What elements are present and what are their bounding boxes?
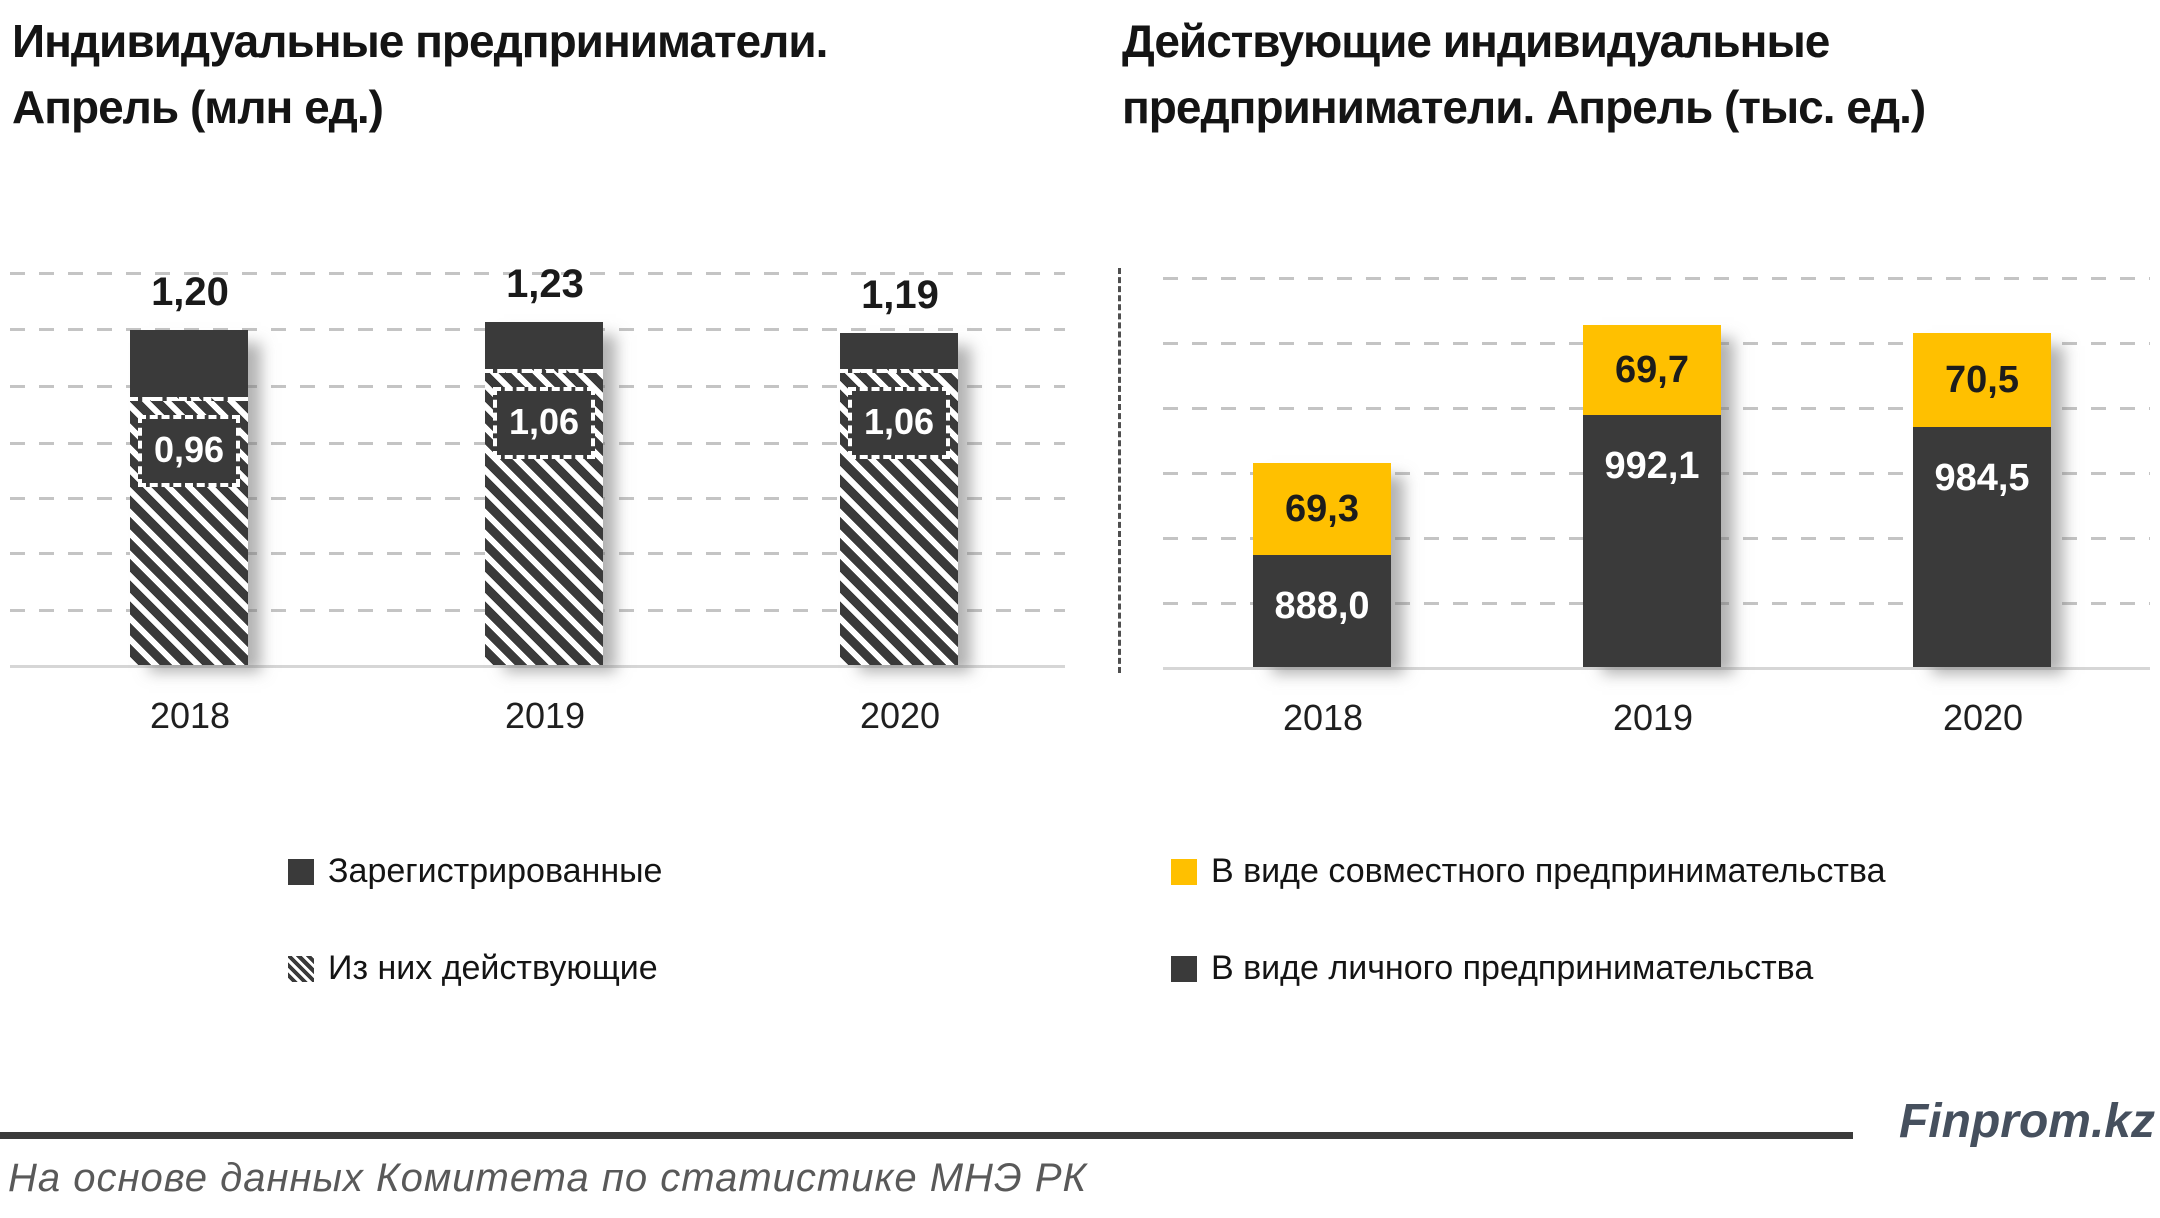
x-axis-label-2018: 2018 <box>149 695 231 736</box>
bar-2020-registered: 1,06 <box>840 333 958 665</box>
bar-total-label-2020: 1,19 <box>861 273 939 317</box>
left-chart-title-line1: Индивидуальные предприниматели. <box>12 15 828 67</box>
x-axis-label-2018: 2018 <box>1282 697 1364 738</box>
legend-label: В виде личного предпринимательства <box>1211 949 1814 987</box>
segment-joint-2018: 69,3 <box>1253 463 1391 555</box>
bar-segment-registered <box>840 333 958 369</box>
bar-segment-active-hatched: 1,06 <box>840 369 958 665</box>
segment-personal-2018: 888,0 <box>1253 555 1391 667</box>
x-axis-label-2019: 2019 <box>1612 697 1694 738</box>
bar-active-label-2020: 1,06 <box>848 387 950 459</box>
data-source-note: На основе данных Комитета по статистике … <box>8 1156 1088 1200</box>
brand-logo-text: Finprom.kz <box>1898 1095 2155 1148</box>
bar-total-label-2019: 1,23 <box>506 262 584 306</box>
right-chart-title-line2: предприниматели. Апрель (тыс. ед.) <box>1122 81 1926 133</box>
bar-segment-registered <box>485 322 603 369</box>
left-chart-title-line2: Апрель (млн ед.) <box>12 81 384 133</box>
legend-label: Зарегистрированные <box>328 852 663 890</box>
stacked-bar-2018: 69,3 888,0 <box>1253 463 1391 667</box>
dark-swatch-icon <box>1171 955 1197 982</box>
left-plot-area: 1,20 0,96 2018 1,23 1,06 2019 1,19 1,06 … <box>10 262 1065 736</box>
x-axis-label-2019: 2019 <box>504 695 586 736</box>
legend-item-personal: В виде личного предпринимательства <box>1171 949 1886 988</box>
segment-personal-2019: 992,1 <box>1583 415 1721 667</box>
bar-2018-registered: 0,96 <box>130 330 248 665</box>
bar-active-label-2019: 1,06 <box>493 387 595 459</box>
bar-segment-registered <box>130 330 248 397</box>
x-axis-label-2020: 2020 <box>1942 697 2024 738</box>
left-chart-legend: Зарегистрированные Из них действующие <box>288 852 662 988</box>
segment-joint-2020: 70,5 <box>1913 333 2051 427</box>
stacked-bar-2020: 70,5 984,5 <box>1913 333 2051 667</box>
segment-personal-2020: 984,5 <box>1913 427 2051 667</box>
left-chart-title: Индивидуальные предприниматели. Апрель (… <box>12 8 1072 140</box>
hatched-swatch-icon <box>288 955 314 982</box>
legend-item-joint: В виде совместного предпринимательства <box>1171 852 1886 891</box>
bar-active-label-2018: 0,96 <box>138 415 240 487</box>
bar-segment-active-hatched: 0,96 <box>130 397 248 665</box>
right-chart-legend: В виде совместного предпринимательства В… <box>1171 852 1886 988</box>
registered-swatch-icon <box>288 858 314 885</box>
legend-item-registered: Зарегистрированные <box>288 852 662 891</box>
chart-divider-line <box>1118 268 1121 673</box>
x-axis-label-2020: 2020 <box>859 695 941 736</box>
segment-joint-2019: 69,7 <box>1583 325 1721 415</box>
right-chart-title: Действующие индивидуальные предпринимате… <box>1122 8 2152 140</box>
bar-total-label-2018: 1,20 <box>151 270 229 314</box>
legend-label: В виде совместного предпринимательства <box>1211 852 1886 890</box>
yellow-swatch-icon <box>1171 858 1197 885</box>
footer-divider-rule <box>0 1132 1853 1139</box>
right-chart-title-line1: Действующие индивидуальные <box>1122 15 1830 67</box>
bar-2019-registered: 1,06 <box>485 322 603 665</box>
right-plot-area: 69,3 888,0 2018 69,7 992,1 2019 70,5 984… <box>1163 265 2150 738</box>
gridline <box>10 272 1065 275</box>
bar-segment-active-hatched: 1,06 <box>485 369 603 665</box>
legend-item-active: Из них действующие <box>288 949 662 988</box>
stacked-bar-2019: 69,7 992,1 <box>1583 325 1721 667</box>
legend-label: Из них действующие <box>328 949 658 987</box>
gridline <box>1163 277 2150 280</box>
